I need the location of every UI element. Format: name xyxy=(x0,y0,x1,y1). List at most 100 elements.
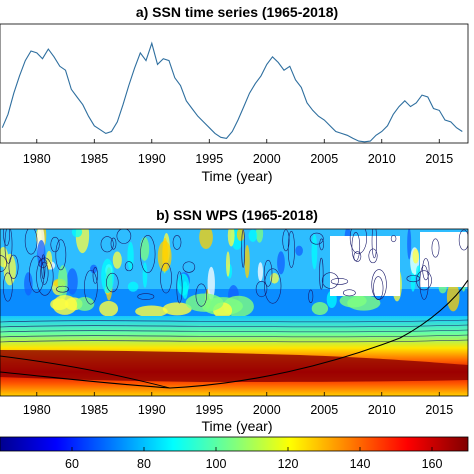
panel-b-x-tick-label: 1980 xyxy=(23,403,51,417)
wps-contour xyxy=(319,257,324,290)
cone-of-influence-left xyxy=(0,355,171,389)
wps-contour xyxy=(263,259,273,287)
wps-contour xyxy=(349,229,367,254)
wps-contour xyxy=(321,272,339,289)
wps-blob xyxy=(66,268,78,295)
panel-a-plot-area xyxy=(0,23,469,144)
wps-contour xyxy=(351,232,361,262)
wps-blob xyxy=(142,262,148,288)
colorbar-tick-label: 60 xyxy=(65,457,79,471)
wps-contour xyxy=(92,267,98,284)
wps-blob xyxy=(185,293,224,312)
wps-contour xyxy=(172,235,182,250)
wps-contour xyxy=(0,319,468,323)
wps-contour xyxy=(8,254,19,279)
wps-contour xyxy=(182,261,196,273)
panel-a-x-tick-label: 1990 xyxy=(138,152,166,166)
wps-contour xyxy=(36,257,54,296)
wps-blob xyxy=(37,239,46,267)
wps-blob xyxy=(410,273,416,292)
panel-b-x-tick-label: 2000 xyxy=(253,403,281,417)
wps-blob xyxy=(248,229,258,242)
wps-blob xyxy=(199,229,213,250)
wps-contour xyxy=(195,283,207,307)
wps-contour xyxy=(124,261,134,272)
wps-contour xyxy=(0,329,468,333)
wps-contours xyxy=(0,229,468,343)
wps-contour xyxy=(309,232,324,245)
wps-blob xyxy=(416,265,421,279)
wps-contour xyxy=(24,229,38,255)
wps-contour xyxy=(4,229,13,265)
wps-contour xyxy=(160,262,172,294)
wps-contour xyxy=(241,229,246,268)
wps-contour xyxy=(0,334,468,338)
wps-contour xyxy=(0,324,468,328)
ssn-series xyxy=(1,41,463,143)
wps-blobs xyxy=(0,229,468,319)
colorbar-tick-label: 160 xyxy=(422,457,443,471)
panel-a-x-tick-label: 1980 xyxy=(23,152,51,166)
wps-contour xyxy=(84,269,98,305)
panel-b-x-tick-label: 2005 xyxy=(310,403,338,417)
wps-peak-ridge xyxy=(0,350,468,382)
panel-a-x-tick-label: 2010 xyxy=(368,152,396,166)
panel-a-x-axis: 1980 1985 1990 1995 2000 2005 2010 2015 xyxy=(23,139,453,166)
wps-contour xyxy=(140,234,156,274)
wps-contour xyxy=(287,230,295,268)
panel-a-title: a) SSN time series (1965-2018) xyxy=(136,4,338,20)
wps-contour xyxy=(100,236,114,253)
wps-blob xyxy=(339,294,367,308)
wps-contour xyxy=(110,237,117,250)
panel-a-xlabel: Time (year) xyxy=(201,168,272,184)
colorbar-ticks: 60 80 100 120 140 160 xyxy=(65,447,442,471)
wps-contour xyxy=(342,289,356,297)
colorbar-tick-label: 140 xyxy=(350,457,371,471)
wps-contour xyxy=(458,229,468,251)
panel-b-x-tick-label: 2010 xyxy=(368,403,396,417)
wps-contour xyxy=(330,278,349,285)
wps-blob xyxy=(257,262,264,282)
wps-blob xyxy=(71,229,83,238)
wps-blob xyxy=(225,251,231,277)
wps-contour xyxy=(431,238,440,258)
wps-contour xyxy=(3,272,13,302)
wps-blob xyxy=(412,248,419,264)
panel-b-x-tick-label: 1995 xyxy=(195,403,223,417)
wps-contour xyxy=(116,229,132,244)
panel-a-x-tick-label: 2000 xyxy=(253,152,281,166)
wps-blob xyxy=(75,296,95,311)
wps-blob xyxy=(24,272,33,296)
wps-blob xyxy=(182,281,188,299)
panel-b-x-axis: 1980 1985 1990 1995 2000 2005 2010 2015 xyxy=(23,392,453,417)
wps-blob xyxy=(139,237,150,261)
wps-contour xyxy=(371,229,377,259)
panel-a-x-tick-label: 2005 xyxy=(310,152,338,166)
wps-contour xyxy=(40,261,49,285)
wps-blob xyxy=(255,229,264,243)
panel-b-x-tick-label: 1985 xyxy=(80,403,108,417)
colorbar xyxy=(0,436,469,452)
wps-contour xyxy=(419,265,429,300)
wps-contour xyxy=(255,281,268,298)
wps-blob xyxy=(311,302,329,315)
wps-blob xyxy=(127,281,139,292)
wps-heatmap xyxy=(0,229,468,396)
wps-contour xyxy=(422,258,430,281)
wps-contour xyxy=(353,251,362,262)
wps-contour xyxy=(106,272,119,293)
cone-of-influence xyxy=(0,279,468,389)
wps-contour xyxy=(416,270,432,291)
panel-b-x-tick-label: 1990 xyxy=(138,403,166,417)
wps-contour xyxy=(50,236,60,253)
panel-b-x-tick-label: 2015 xyxy=(425,403,453,417)
colorbar-tick-label: 100 xyxy=(206,457,227,471)
wps-contour xyxy=(29,255,45,293)
wps-blob xyxy=(227,229,235,247)
wps-contour xyxy=(373,276,384,301)
wps-blob xyxy=(101,258,115,294)
wps-blob xyxy=(407,229,412,260)
wps-contour xyxy=(390,235,397,243)
wps-blob xyxy=(236,229,245,242)
